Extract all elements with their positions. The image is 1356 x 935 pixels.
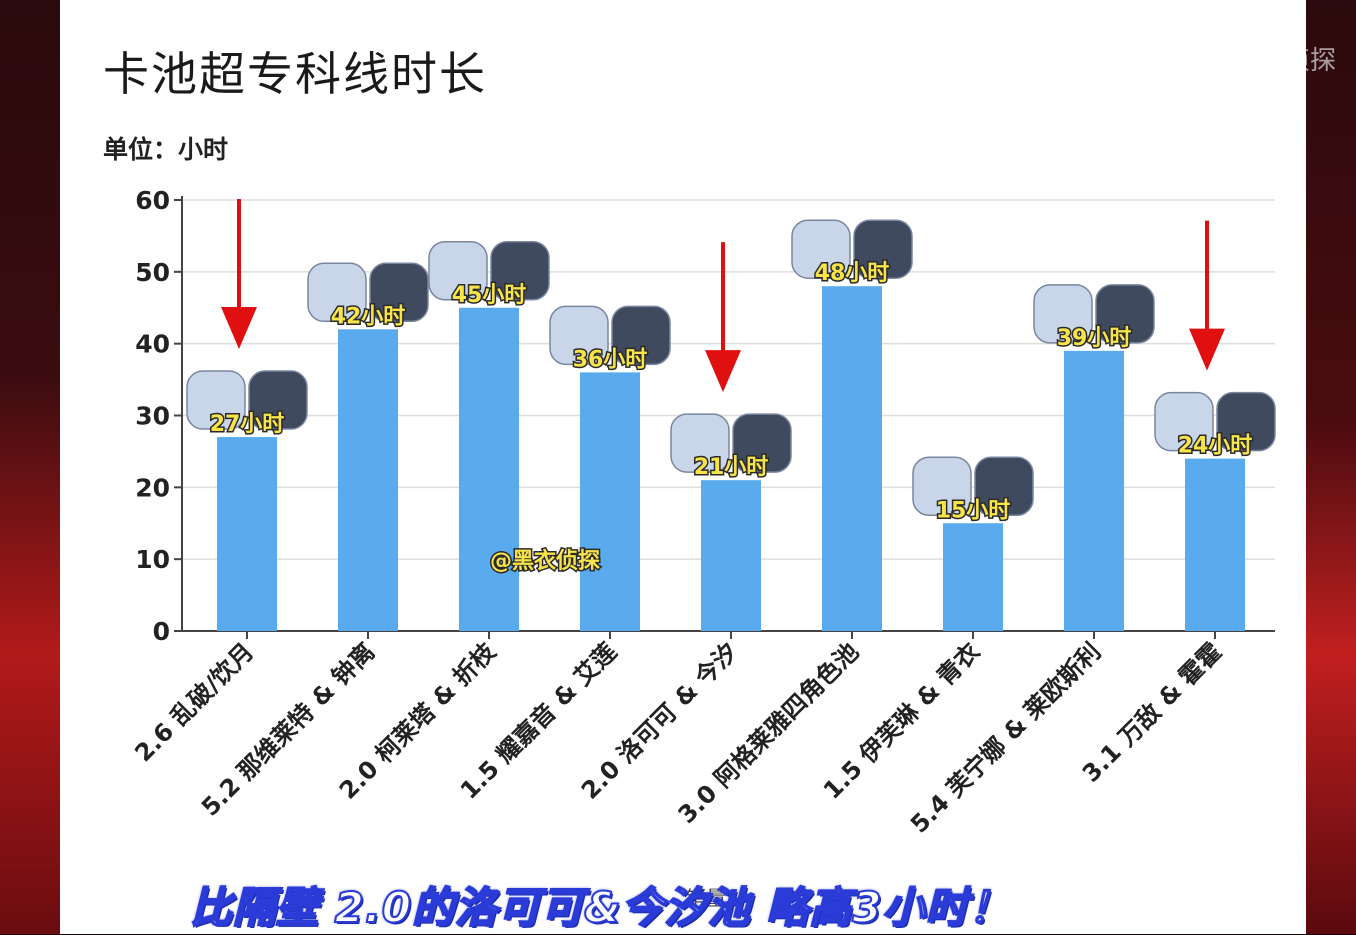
y-tick-label: 30 <box>135 402 170 431</box>
character-portrait-icon <box>186 370 246 430</box>
background-right <box>1306 0 1356 934</box>
data-label: 36小时 <box>573 347 648 372</box>
data-label: 48小时 <box>815 261 890 286</box>
character-portrait-icon <box>1216 391 1276 452</box>
y-tick-label: 60 <box>135 186 170 215</box>
data-label: 45小时 <box>452 283 527 308</box>
character-portrait-icon <box>428 241 488 301</box>
character-portrait-icon <box>1095 284 1155 344</box>
unit-label: 单位：小时 <box>103 135 229 164</box>
watermark-annotation: @黑衣侦探 <box>490 548 600 574</box>
character-portrait-icon <box>549 305 609 366</box>
data-label: 21小时 <box>694 455 769 480</box>
character-portrait-icon <box>853 219 913 279</box>
bar <box>1185 458 1245 631</box>
bar <box>217 437 277 631</box>
data-label: 39小时 <box>1057 326 1132 351</box>
bar <box>580 372 640 631</box>
data-label: 15小时 <box>936 498 1011 523</box>
character-portrait-icon <box>974 456 1034 516</box>
y-tick-label: 40 <box>135 330 170 359</box>
character-portrait-icon <box>248 370 308 430</box>
bar <box>338 329 398 631</box>
x-tick-label: 2.6 乱破/饮月 <box>129 637 259 767</box>
y-tick-label: 0 <box>153 617 170 646</box>
x-axis-label: 销量 <box>686 886 726 910</box>
bar <box>822 286 882 631</box>
character-portrait-icon <box>611 305 671 366</box>
chart-title: 卡池超专科线时长 <box>103 47 487 101</box>
character-portrait-icon <box>1154 391 1214 452</box>
character-portrait-icon <box>670 413 730 473</box>
character-portrait-icon <box>1033 284 1093 344</box>
bar <box>1064 350 1124 631</box>
data-label: 42小时 <box>331 304 406 329</box>
character-portrait-icon <box>307 262 367 323</box>
data-label: 27小时 <box>210 412 285 437</box>
character-portrait-icon <box>791 219 851 279</box>
y-tick-label: 20 <box>135 473 170 502</box>
bar <box>459 307 519 631</box>
y-tick-label: 50 <box>135 258 170 287</box>
highlight-arrow-head <box>221 307 257 350</box>
character-portrait-icon <box>732 413 792 473</box>
character-portrait-icon <box>369 262 429 323</box>
corner-watermark: 黑衣侦探 <box>1232 46 1337 76</box>
highlight-arrow-head <box>705 350 741 393</box>
bar <box>943 523 1003 631</box>
background-left <box>0 0 60 934</box>
caption-subtitle: 比隔壁 2.0的洛可可&今汐池 略高3小时！ <box>189 882 1012 933</box>
character-portrait-icon <box>490 241 550 301</box>
bar <box>701 480 761 631</box>
data-label: 24小时 <box>1178 434 1253 459</box>
y-tick-label: 10 <box>135 545 170 574</box>
character-portrait-icon <box>912 456 972 516</box>
highlight-arrow-head <box>1189 328 1225 371</box>
